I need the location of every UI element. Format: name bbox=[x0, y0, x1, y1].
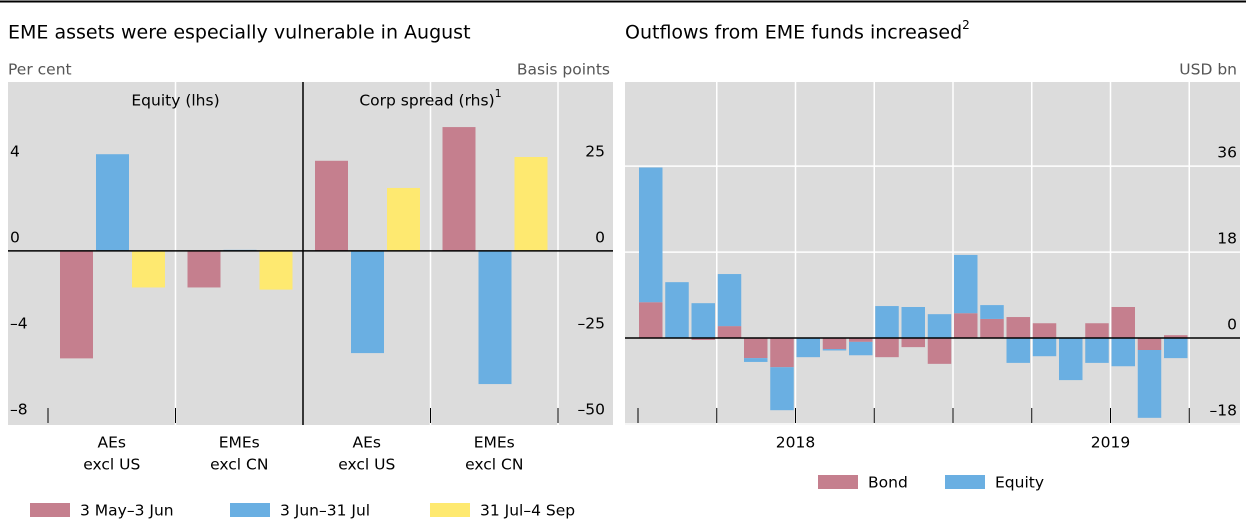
panel-label: Corp spread (rhs)1 bbox=[359, 87, 501, 110]
panel-label: Equity (lhs) bbox=[131, 92, 219, 110]
bar bbox=[849, 338, 873, 342]
bar bbox=[717, 326, 742, 339]
bar bbox=[442, 127, 476, 251]
bar bbox=[822, 349, 847, 351]
bar bbox=[1111, 338, 1135, 367]
y-tick-label: 36 bbox=[1217, 144, 1237, 162]
y-tick-label: –18 bbox=[1210, 402, 1237, 420]
y-axis-label: Per cent bbox=[8, 61, 72, 79]
bar bbox=[770, 338, 794, 368]
bar bbox=[875, 338, 899, 358]
x-tick-label: 2018 bbox=[776, 434, 815, 452]
legend-swatch bbox=[430, 503, 470, 517]
y-tick-label: 0 bbox=[10, 228, 20, 246]
x-tick-label: excl CN bbox=[210, 456, 268, 474]
bar bbox=[1006, 338, 1030, 363]
y-tick-label: 0 bbox=[1227, 316, 1237, 334]
x-tick-label: excl US bbox=[83, 456, 140, 474]
bar bbox=[796, 338, 820, 358]
y-axis-label: USD bn bbox=[1179, 61, 1237, 79]
y2-tick-label: –50 bbox=[578, 400, 605, 418]
bar bbox=[980, 305, 1004, 319]
bar bbox=[954, 254, 978, 314]
y2-tick-label: –25 bbox=[578, 314, 605, 332]
footnote-mark: 2 bbox=[962, 18, 970, 32]
legend-label: 31 Jul–4 Sep bbox=[480, 502, 575, 520]
footnote-mark: 1 bbox=[495, 87, 502, 100]
legend-swatch bbox=[30, 503, 70, 517]
bar bbox=[954, 313, 978, 339]
bar bbox=[1085, 323, 1109, 339]
y2-tick-label: 25 bbox=[585, 142, 605, 160]
bar bbox=[259, 250, 293, 290]
bar bbox=[665, 282, 689, 339]
bar bbox=[717, 274, 742, 327]
bar bbox=[875, 306, 899, 339]
bar bbox=[1032, 323, 1057, 339]
bar bbox=[744, 338, 768, 359]
y-tick-label: 4 bbox=[10, 142, 20, 160]
bar bbox=[822, 338, 847, 350]
bar bbox=[315, 160, 348, 251]
chart-title: EME assets were especially vulnerable in… bbox=[8, 22, 471, 44]
x-tick-label: 2019 bbox=[1091, 434, 1130, 452]
x-tick-label: EMEs bbox=[474, 434, 515, 452]
y-tick-label: –8 bbox=[10, 400, 28, 418]
y-tick-label: 18 bbox=[1217, 230, 1237, 248]
bar bbox=[1164, 338, 1188, 359]
x-tick-label: AEs bbox=[353, 434, 381, 452]
bar bbox=[1164, 335, 1188, 339]
legend-swatch bbox=[945, 475, 985, 489]
y2-tick-label: 0 bbox=[595, 228, 605, 246]
bar bbox=[744, 358, 768, 362]
bar bbox=[849, 341, 873, 356]
bar bbox=[187, 250, 221, 288]
legend-label: 3 Jun–31 Jul bbox=[280, 502, 370, 520]
y-tick-label: –4 bbox=[10, 314, 28, 332]
bar bbox=[1137, 349, 1162, 418]
legend-label: 3 May–3 Jun bbox=[80, 502, 174, 520]
bar bbox=[901, 338, 925, 348]
bar bbox=[770, 367, 794, 411]
plot-area bbox=[8, 82, 613, 425]
bar bbox=[1059, 338, 1083, 381]
bar bbox=[1111, 307, 1135, 339]
legend-swatch bbox=[230, 503, 270, 517]
x-tick-label: AEs bbox=[98, 434, 126, 452]
plot-area bbox=[625, 82, 1240, 425]
bar bbox=[639, 167, 663, 303]
bar bbox=[927, 314, 952, 339]
legend-label: Bond bbox=[868, 474, 908, 492]
bar bbox=[478, 250, 512, 385]
chart-title: Outflows from EME funds increased2 bbox=[625, 18, 970, 44]
bar bbox=[691, 303, 715, 339]
x-tick-label: excl US bbox=[338, 456, 395, 474]
x-tick-label: EMEs bbox=[219, 434, 260, 452]
bar bbox=[1137, 338, 1162, 350]
bar bbox=[60, 250, 93, 359]
bar bbox=[96, 154, 129, 251]
bar bbox=[351, 250, 384, 354]
bar bbox=[639, 302, 663, 339]
bar bbox=[387, 187, 420, 251]
bar bbox=[980, 318, 1004, 339]
x-tick-label: excl CN bbox=[465, 456, 523, 474]
bar bbox=[691, 338, 715, 340]
legend-swatch bbox=[818, 475, 858, 489]
bar bbox=[132, 250, 165, 288]
bar bbox=[1032, 338, 1057, 357]
y2-axis-label: Basis points bbox=[517, 61, 610, 79]
bar bbox=[1006, 317, 1030, 339]
bar bbox=[927, 338, 952, 364]
bar bbox=[514, 156, 548, 251]
bar bbox=[1085, 338, 1109, 363]
bar bbox=[901, 307, 925, 339]
legend-label: Equity bbox=[995, 474, 1044, 492]
